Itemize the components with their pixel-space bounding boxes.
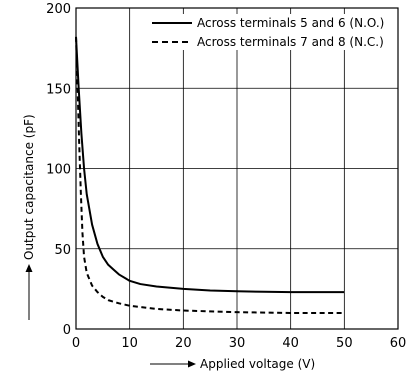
legend-label-2: Across terminals 7 and 8 (N.C.) [197, 35, 384, 49]
legend: Across terminals 5 and 6 (N.O.) Across t… [150, 14, 396, 50]
x-axis-arrow-head [188, 360, 196, 368]
x-tick-label: 50 [336, 336, 353, 351]
x-tick-label: 40 [282, 336, 299, 351]
x-tick-label: 60 [390, 336, 407, 351]
y-tick-label: 200 [46, 2, 71, 17]
y-tick-label: 50 [54, 243, 71, 258]
series-line-2 [75, 36, 345, 314]
legend-background [150, 14, 396, 50]
y-tick-label: 100 [46, 163, 71, 178]
x-tick-label: 20 [175, 336, 192, 351]
x-axis-label: Applied voltage (V) [200, 357, 315, 371]
y-axis-arrow-head [25, 264, 33, 272]
legend-label-1: Across terminals 5 and 6 (N.O.) [197, 16, 384, 30]
tick-labels: 0 10 20 30 40 50 60 0 50 100 150 200 [46, 2, 406, 351]
plot-area-frame [75, 7, 399, 330]
x-tick-label: 0 [72, 336, 80, 351]
series-line-1 [75, 36, 345, 294]
y-axis-label: Output capacitance (pF) [22, 114, 36, 260]
y-tick-label: 0 [63, 323, 71, 338]
x-tick-label: 30 [229, 336, 246, 351]
x-tick-label: 10 [121, 336, 138, 351]
x-axis-title: Applied voltage (V) [150, 357, 315, 371]
grid-lines [75, 7, 399, 330]
series-lines [75, 36, 345, 314]
y-axis-title: Output capacitance (pF) [22, 114, 36, 320]
y-tick-label: 150 [46, 82, 71, 97]
